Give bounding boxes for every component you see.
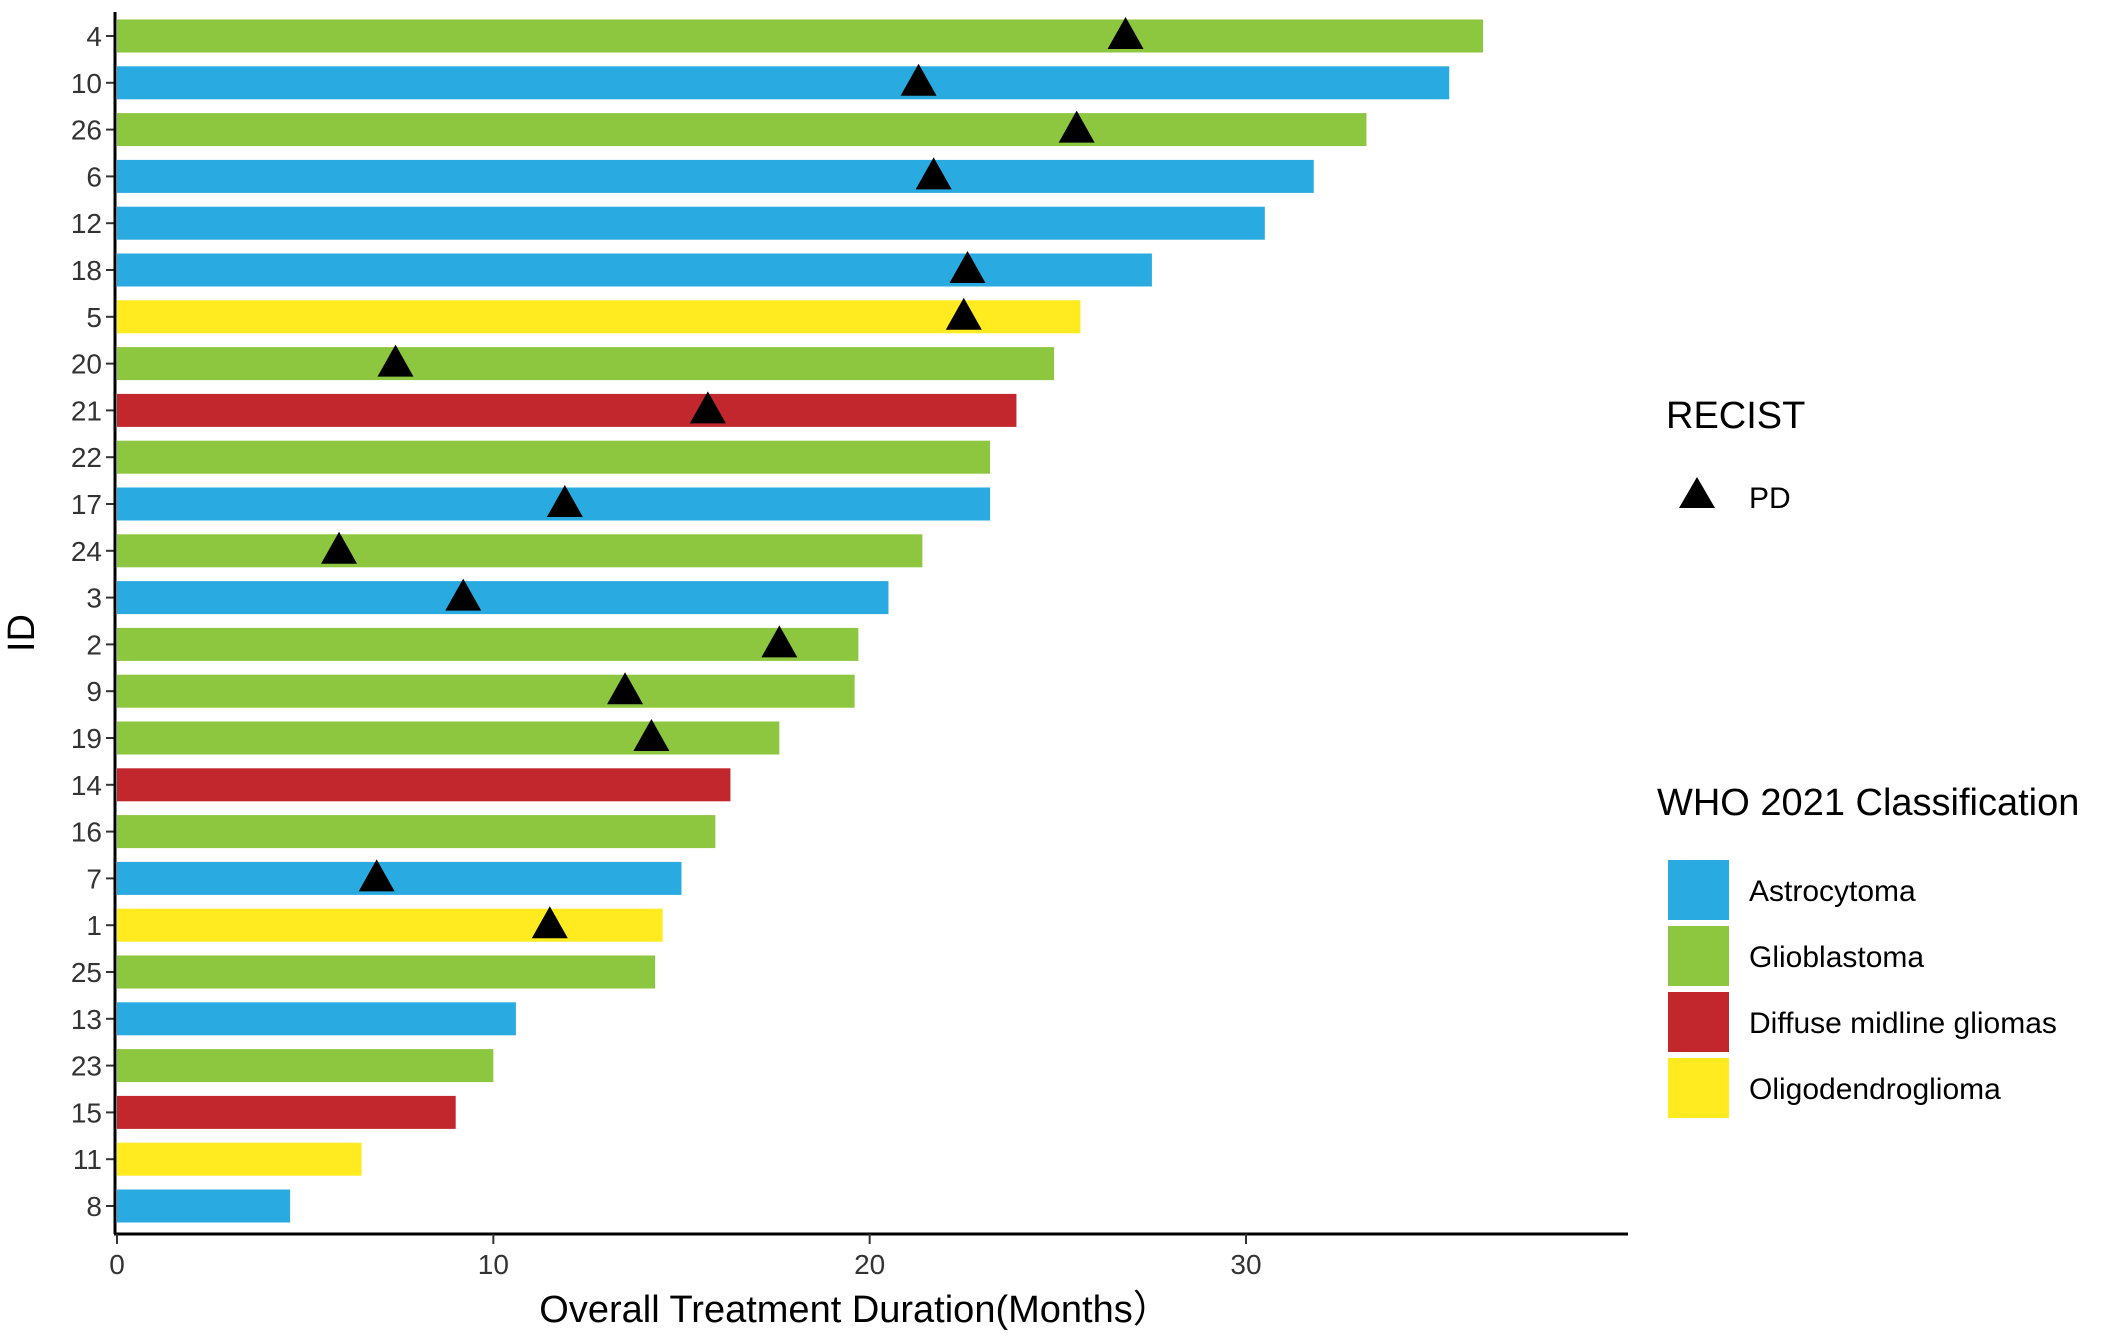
y-tick-label-2: 2 <box>86 629 102 660</box>
pd-marker-id-9 <box>607 672 644 705</box>
y-tick-label-19: 19 <box>71 723 102 754</box>
bar-id-5 <box>117 300 1081 334</box>
pd-marker-id-19 <box>633 719 670 751</box>
pd-marker-id-5 <box>945 297 982 330</box>
bar-id-3 <box>117 581 889 615</box>
y-tick-label-9: 9 <box>86 676 102 707</box>
y-tick-label-3: 3 <box>86 583 102 614</box>
bar-id-15 <box>117 1095 456 1129</box>
y-tick-label-5: 5 <box>86 302 102 333</box>
y-tick-label-4: 4 <box>86 21 102 52</box>
legend-label-diffuse-midline-gliomas: Diffuse midline gliomas <box>1749 1007 2057 1040</box>
pd-marker-id-1 <box>531 906 568 939</box>
pd-marker-id-10 <box>900 63 937 96</box>
legend-swatch-diffuse-midline-gliomas <box>1668 992 1729 1052</box>
y-tick-label-10: 10 <box>71 68 102 99</box>
x-tick-label-0: 0 <box>109 1249 125 1280</box>
bar-id-8 <box>117 1189 291 1223</box>
bar-id-26 <box>117 113 1367 147</box>
y-tick-label-23: 23 <box>71 1051 102 1082</box>
bar-id-4 <box>117 19 1484 53</box>
y-tick-label-12: 12 <box>71 208 102 239</box>
legend-label-astrocytoma: Astrocytoma <box>1749 875 1916 908</box>
bar-id-7 <box>117 861 682 895</box>
y-tick-label-8: 8 <box>86 1191 102 1222</box>
x-tick-label-10: 10 <box>478 1249 509 1280</box>
bar-id-2 <box>117 627 859 661</box>
bar-id-25 <box>117 955 656 989</box>
pd-marker-id-2 <box>761 625 798 658</box>
legend: RECIST PD WHO 2021 Classification Astroc… <box>1657 395 2079 1118</box>
y-axis-title: ID <box>1 614 43 652</box>
legend-recist-title: RECIST <box>1666 395 1805 437</box>
legend-who-items: Astrocytoma Glioblastoma Diffuse midline g… <box>1668 860 2057 1118</box>
bar-id-11 <box>117 1142 362 1176</box>
legend-swatch-astrocytoma <box>1668 860 1729 920</box>
legend-who-title: WHO 2021 Classification <box>1657 782 2079 824</box>
y-tick-label-16: 16 <box>71 817 102 848</box>
bar-id-14 <box>117 768 731 802</box>
y-tick-label-24: 24 <box>71 536 102 567</box>
legend-swatch-glioblastoma <box>1668 926 1729 986</box>
pd-marker-id-7 <box>358 859 395 892</box>
bar-id-18 <box>117 253 1152 287</box>
pd-marker-id-4 <box>1107 17 1144 49</box>
bars-layer <box>117 19 1484 1223</box>
pd-markers-layer <box>321 17 1144 939</box>
bar-id-13 <box>117 1002 516 1036</box>
x-tick-label-20: 20 <box>854 1249 885 1280</box>
bar-id-21 <box>117 393 1017 427</box>
legend-pd-triangle-icon <box>1679 477 1715 508</box>
legend-label-oligodendroglioma: Oligodendroglioma <box>1749 1073 2001 1106</box>
bar-id-10 <box>117 66 1450 100</box>
pd-marker-id-3 <box>445 578 482 611</box>
y-tick-label-15: 15 <box>71 1097 102 1128</box>
y-tick-label-17: 17 <box>71 489 102 520</box>
bar-id-24 <box>117 534 923 568</box>
pd-marker-id-20 <box>377 344 414 377</box>
y-tick-label-18: 18 <box>71 255 102 286</box>
y-tick-label-25: 25 <box>71 957 102 988</box>
y-tick-label-7: 7 <box>86 863 102 894</box>
x-axis-title: Overall Treatment Duration(Months） <box>539 1289 1170 1331</box>
pd-marker-id-24 <box>321 531 358 564</box>
bar-id-16 <box>117 815 716 849</box>
y-tick-label-21: 21 <box>71 395 102 426</box>
bar-id-12 <box>117 206 1265 240</box>
pd-marker-id-26 <box>1058 110 1095 143</box>
pd-marker-id-6 <box>915 157 952 190</box>
legend-swatch-oligodendroglioma <box>1668 1058 1729 1118</box>
bar-id-22 <box>117 440 991 474</box>
axes-layer: 4 10 26 6 12 18 5 20 21 22 17 24 3 2 9 19 14 16 7 1 25 13 23 15… <box>71 12 1628 1280</box>
y-tick-label-13: 13 <box>71 1004 102 1035</box>
pd-marker-id-21 <box>689 391 726 424</box>
pd-marker-id-17 <box>546 485 583 517</box>
y-tick-label-11: 11 <box>73 1144 102 1175</box>
legend-pd-label: PD <box>1749 482 1791 515</box>
y-tick-label-20: 20 <box>71 349 102 380</box>
bar-id-6 <box>117 159 1314 193</box>
bar-id-19 <box>117 721 780 755</box>
y-tick-label-6: 6 <box>86 161 102 192</box>
y-tick-label-26: 26 <box>71 115 102 146</box>
pd-marker-id-18 <box>949 251 986 283</box>
legend-label-glioblastoma: Glioblastoma <box>1749 941 1924 974</box>
bar-id-20 <box>117 347 1055 381</box>
bar-id-23 <box>117 1049 494 1083</box>
bar-id-9 <box>117 674 855 708</box>
x-tick-label-30: 30 <box>1230 1249 1261 1280</box>
y-tick-label-22: 22 <box>71 442 102 473</box>
y-tick-label-14: 14 <box>71 770 102 801</box>
bar-id-1 <box>117 908 663 942</box>
y-tick-label-1: 1 <box>86 910 102 941</box>
